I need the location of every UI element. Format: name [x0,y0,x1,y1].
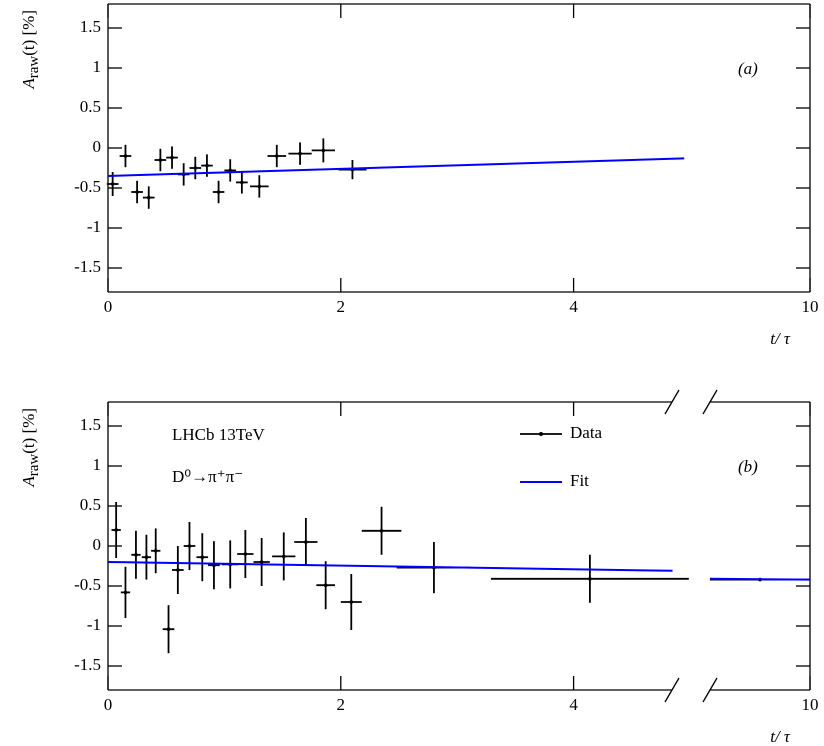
y-label-symbol: A [19,476,38,488]
data-point [281,554,286,559]
axis-break [702,389,718,415]
annotation: LHCb 13TeV [172,425,265,444]
data-point [123,154,128,158]
fit-line [107,561,811,581]
x-tick-label: 4 [569,297,578,316]
data-point [158,158,163,162]
x-axis-label: t/ τ [770,727,791,746]
y-tick-label: 1.5 [80,17,101,36]
y-label-subscript: raw [26,56,42,79]
data-point [187,544,192,548]
y-axis-label: Araw(t) [%] [19,10,43,90]
data-point [193,166,198,170]
data-point [146,195,151,200]
data-point [166,627,171,631]
legend-symbol [539,432,543,436]
data-point [321,148,326,153]
y-tick-label: -1.5 [74,257,101,276]
y-tick-label: -0.5 [74,575,101,594]
y-label-symbol: A [19,78,38,90]
x-tick-label: 10 [802,297,819,316]
fit-line [107,157,685,177]
data-point [144,555,149,559]
data-point [379,529,384,533]
y-tick-label: 1 [93,57,102,76]
y-tick-label: -1 [87,217,101,236]
data-point [259,560,264,564]
y-tick-label: -1.5 [74,655,101,674]
y-tick-label: 0 [93,535,102,554]
data-point [274,154,279,158]
data-point [243,552,248,556]
axis-break [664,389,680,415]
data-point [588,577,592,581]
annotation: D⁰→π⁺π⁻ [172,467,243,486]
y-label-rest: (t) [%] [19,408,38,454]
x-tick-label: 10 [802,695,819,714]
panel-label: (b) [738,457,758,476]
data-point [240,180,244,185]
panel-label: (a) [738,59,758,78]
x-tick-label: 0 [104,695,113,714]
legend-label: Fit [570,471,589,490]
data-point [123,590,128,595]
y-tick-label: -0.5 [74,177,101,196]
data-point [114,528,118,532]
y-tick-label: 0 [93,137,102,156]
data-point [135,190,139,194]
data-point [170,155,174,160]
x-axis-label: t/ τ [770,329,791,348]
y-label-subscript: raw [26,454,42,477]
y-tick-label: 0.5 [80,495,101,514]
y-label-rest: (t) [%] [19,10,38,56]
x-tick-label: 4 [569,695,578,714]
y-tick-label: -1 [87,615,101,634]
data-point [349,600,354,604]
data-point [176,568,180,572]
legend-label: Data [570,423,603,442]
data-point [134,553,138,557]
x-tick-label: 2 [337,695,346,714]
data-point [110,182,115,186]
data-point [257,184,262,189]
axis-break [664,677,680,703]
data-point [200,555,205,559]
data-point [323,583,328,587]
y-tick-label: 1 [93,455,102,474]
data-point [304,540,308,544]
data-point [153,549,158,553]
axis-break [702,677,718,703]
x-tick-label: 0 [104,297,113,316]
y-axis-label: Araw(t) [%] [19,408,43,488]
y-tick-label: 1.5 [80,415,101,434]
y-tick-label: 0.5 [80,97,101,116]
data-point [298,151,302,156]
x-tick-label: 2 [337,297,346,316]
data-point [205,163,209,168]
data-point [216,190,221,194]
